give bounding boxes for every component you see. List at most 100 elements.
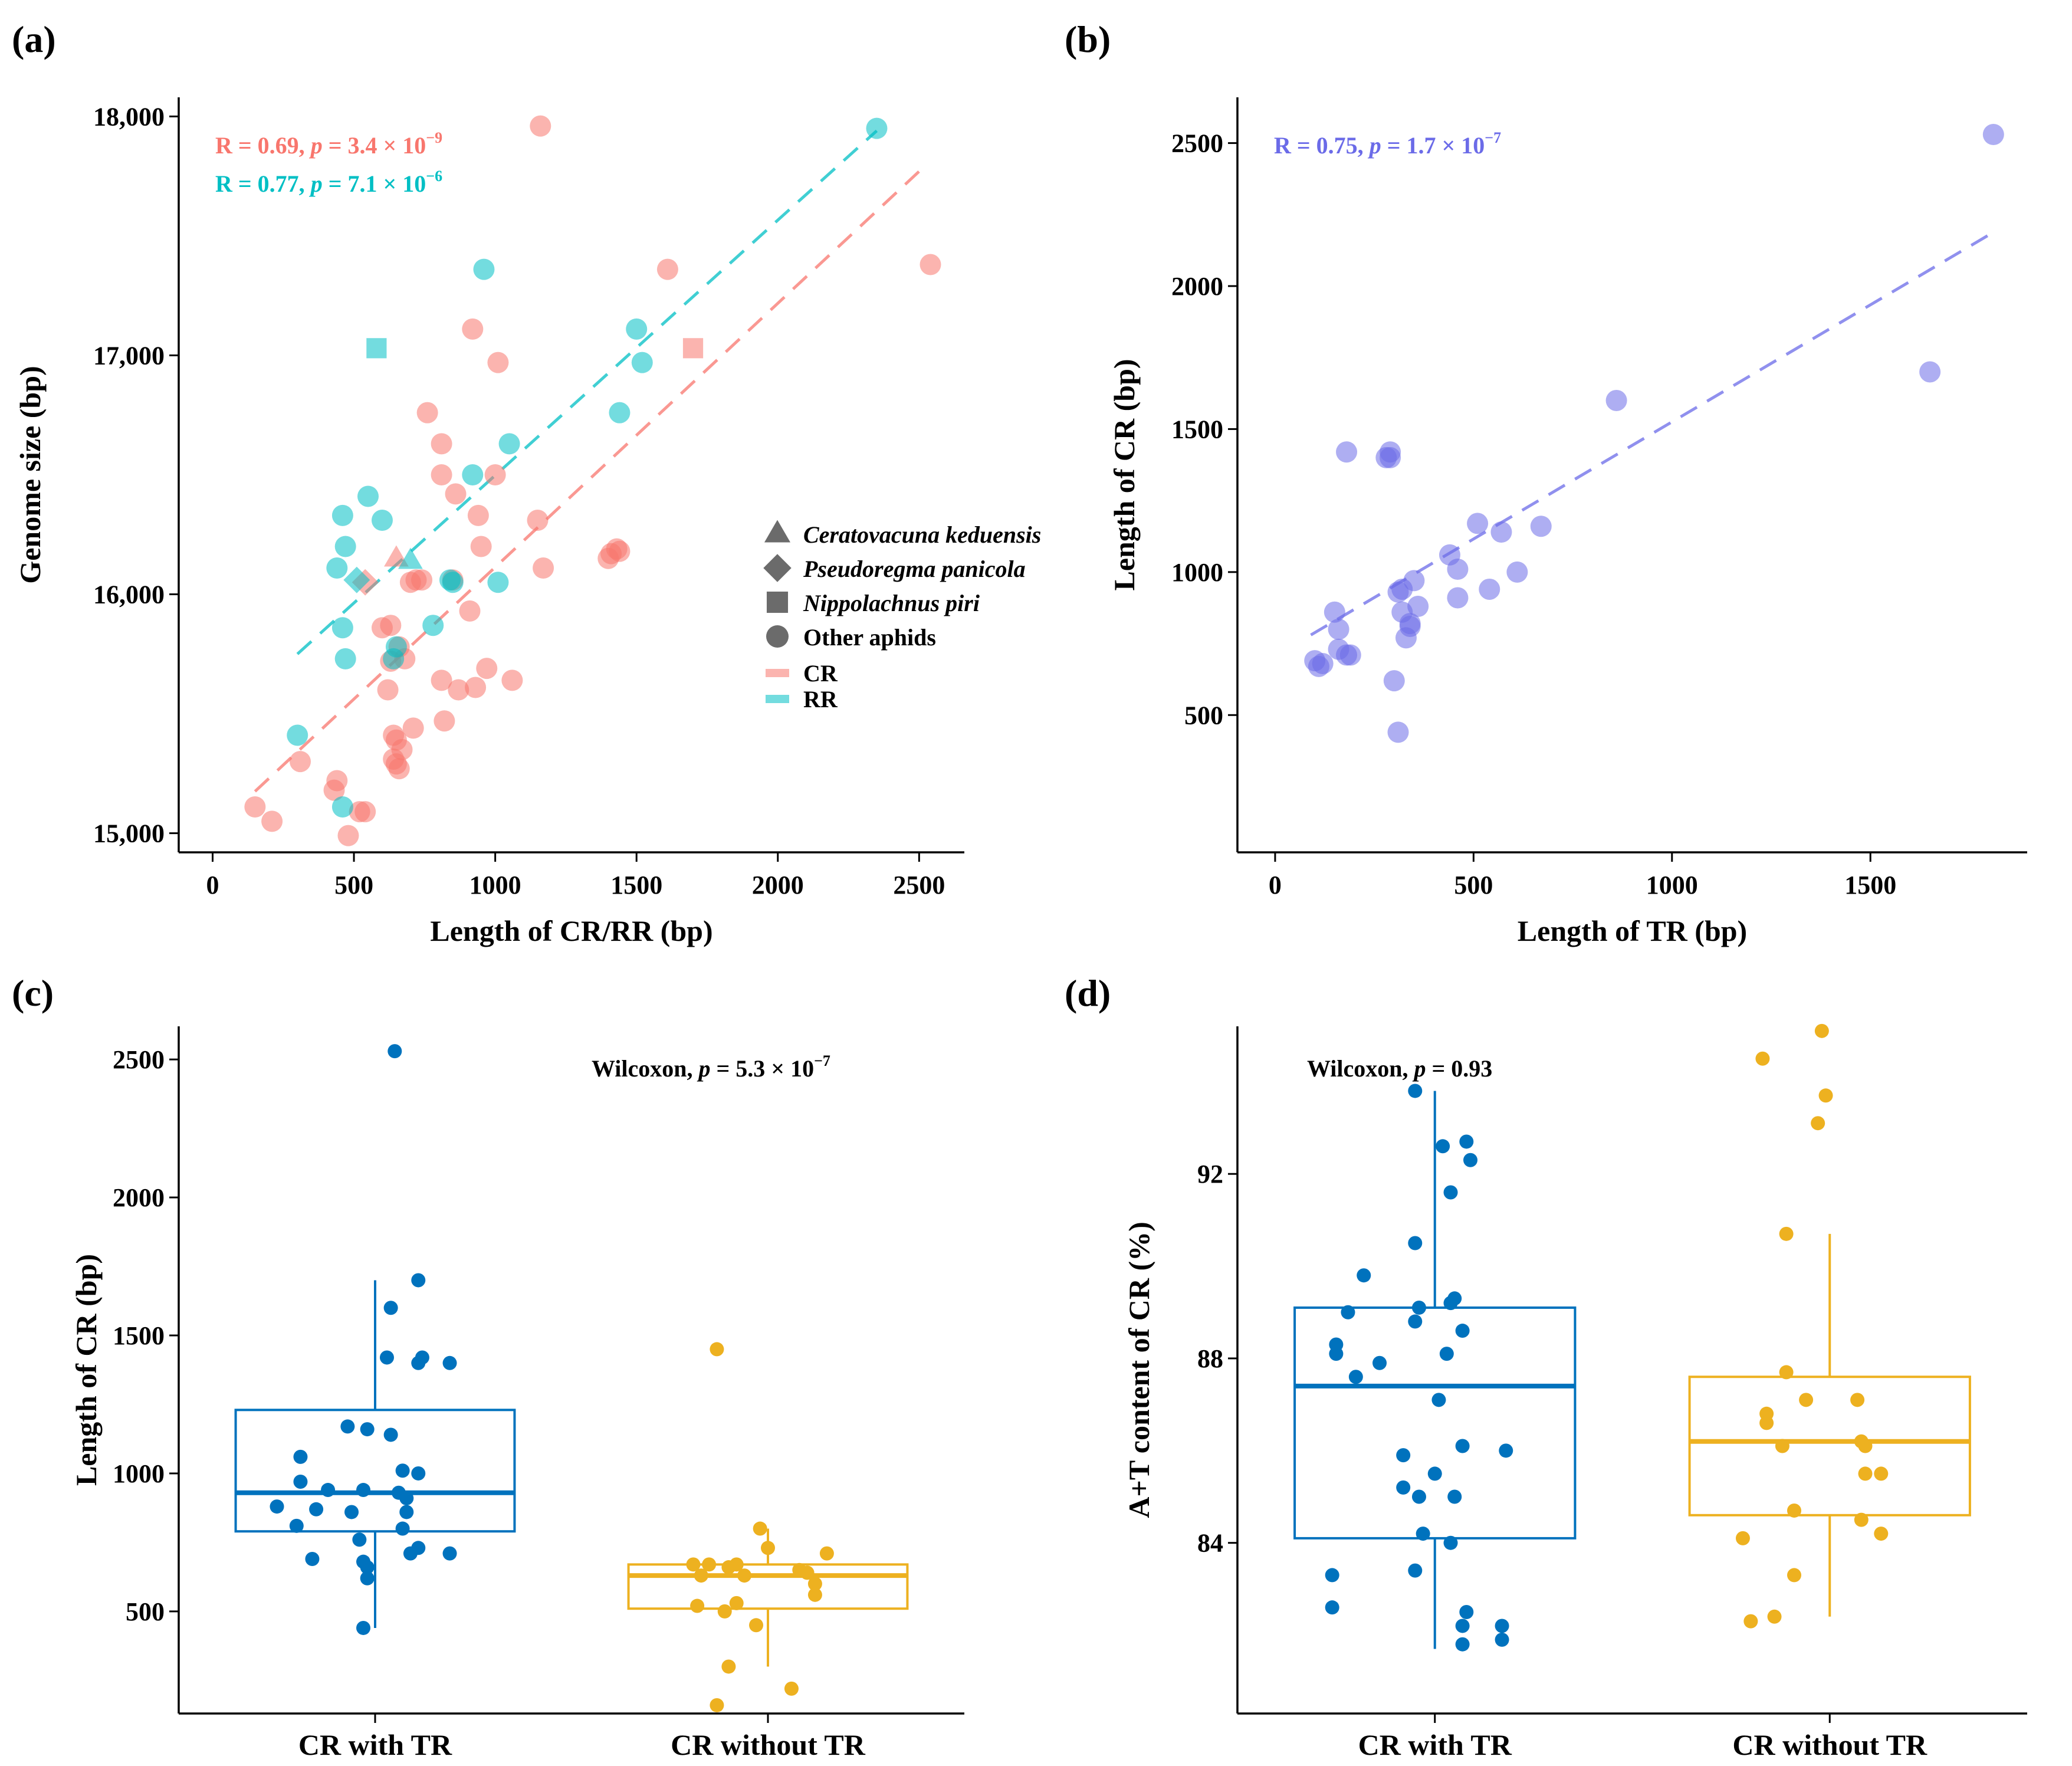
y-tick-label: 1000 <box>113 1459 165 1488</box>
data-point <box>1372 1355 1387 1370</box>
data-point <box>1447 559 1469 580</box>
box-iqr <box>1688 1376 1971 1516</box>
data-point <box>721 1659 736 1674</box>
legend-label: Pseudoregma panicola <box>803 556 1026 582</box>
legend-label: Nippolachnus piri <box>803 590 980 616</box>
data-point <box>819 1546 834 1561</box>
data-point <box>484 464 506 485</box>
data-point <box>340 1419 355 1434</box>
panel-label: (b) <box>1065 18 1111 60</box>
y-tick-label: 16,000 <box>93 580 165 609</box>
data-point <box>800 1565 815 1580</box>
data-point <box>431 433 452 455</box>
x-tick-label: 0 <box>206 871 219 900</box>
data-point <box>1387 581 1409 603</box>
data-point <box>331 796 353 818</box>
data-point <box>710 1698 724 1712</box>
data-point <box>527 509 549 531</box>
y-tick-label: 500 <box>1184 701 1223 730</box>
x-tick-label: 1500 <box>610 871 662 900</box>
y-axis-title: Genome size (bp) <box>14 366 47 583</box>
y-axis-title: Length of CR (bp) <box>1108 359 1141 590</box>
data-point <box>656 258 678 280</box>
legend: Ceratovacuna keduensis Pseudoregma panico… <box>763 520 1041 713</box>
data-point <box>1325 1600 1339 1615</box>
y-tick-label: 1500 <box>113 1321 165 1350</box>
data-point <box>686 1557 701 1572</box>
x-category-label: CR without TR <box>671 1728 866 1761</box>
data-point <box>487 352 509 373</box>
panel-d: (d) 84 88 92 A+T content of CR (%) CR with TR… <box>1065 972 2027 1761</box>
data-point <box>682 338 704 359</box>
data-point <box>434 710 455 732</box>
box-cr-without-tr <box>1688 1023 1971 1629</box>
fit-line-cr-vs-tr <box>1310 233 1991 636</box>
data-point <box>1455 1324 1470 1338</box>
data-point <box>1411 1300 1426 1315</box>
data-point <box>1324 601 1345 623</box>
data-point <box>1858 1466 1873 1481</box>
data-point <box>399 1505 414 1519</box>
data-point <box>729 1596 744 1610</box>
panel-c: (c) 500 1000 1500 2000 2500 Length of CR (bp) C… <box>12 972 964 1761</box>
data-point <box>1439 1347 1454 1361</box>
data-point <box>626 318 648 340</box>
y-tick-label: 18,000 <box>93 102 165 131</box>
legend-key-circle <box>766 625 789 648</box>
data-point <box>1775 1439 1789 1453</box>
data-point <box>1463 1153 1478 1167</box>
data-point <box>1787 1503 1801 1518</box>
stat-annotation: Wilcoxon, p = 5.3 × 10−7 <box>592 1052 830 1082</box>
data-point <box>1759 1416 1774 1430</box>
data-point <box>1799 1393 1814 1407</box>
data-point <box>1329 1347 1344 1361</box>
data-point <box>411 1466 426 1481</box>
series-cr-vs-tr <box>1304 124 2004 743</box>
y-tick-label: 17,000 <box>93 341 165 370</box>
data-point <box>1339 644 1361 666</box>
data-point <box>1447 587 1469 609</box>
data-point <box>690 1598 705 1613</box>
data-point <box>1431 1393 1446 1407</box>
data-point <box>1387 721 1409 743</box>
series-cr <box>244 115 941 846</box>
data-point <box>1755 1051 1770 1066</box>
legend-key-diamond <box>763 554 792 582</box>
legend-key-triangle <box>764 520 791 543</box>
data-point <box>388 1044 402 1059</box>
data-point <box>442 572 464 593</box>
data-point <box>384 545 409 567</box>
data-point <box>1380 447 1401 468</box>
panel-label: (d) <box>1065 972 1111 1014</box>
x-tick-label: 1000 <box>469 871 521 900</box>
data-point <box>1479 578 1500 600</box>
y-tick-label: 1500 <box>1171 415 1223 444</box>
data-point <box>431 464 452 485</box>
data-point <box>1383 670 1405 692</box>
data-point <box>753 1521 767 1536</box>
data-point <box>1874 1527 1889 1541</box>
data-point <box>1459 1134 1474 1149</box>
data-point <box>356 1483 371 1498</box>
stat-annotation: Wilcoxon, p = 0.93 <box>1307 1055 1492 1082</box>
data-point <box>761 1541 775 1555</box>
data-point <box>388 758 410 780</box>
data-point <box>1530 516 1552 537</box>
data-point <box>383 648 405 669</box>
data-point <box>356 1620 371 1635</box>
legend-label: Ceratovacuna keduensis <box>803 521 1041 548</box>
data-point <box>1811 1116 1825 1131</box>
panel-label: (a) <box>12 18 56 60</box>
data-point <box>1455 1637 1470 1652</box>
data-point <box>357 485 379 507</box>
data-point <box>399 1491 414 1506</box>
data-point <box>383 1301 398 1315</box>
data-point <box>1308 655 1329 677</box>
data-point <box>354 801 376 823</box>
data-point <box>1605 389 1627 411</box>
y-tick-label: 15,000 <box>93 819 165 848</box>
legend-label: CR <box>803 660 838 687</box>
x-axis-title: Length of TR (bp) <box>1518 914 1747 947</box>
data-point <box>445 483 467 505</box>
data-point <box>360 1571 375 1586</box>
